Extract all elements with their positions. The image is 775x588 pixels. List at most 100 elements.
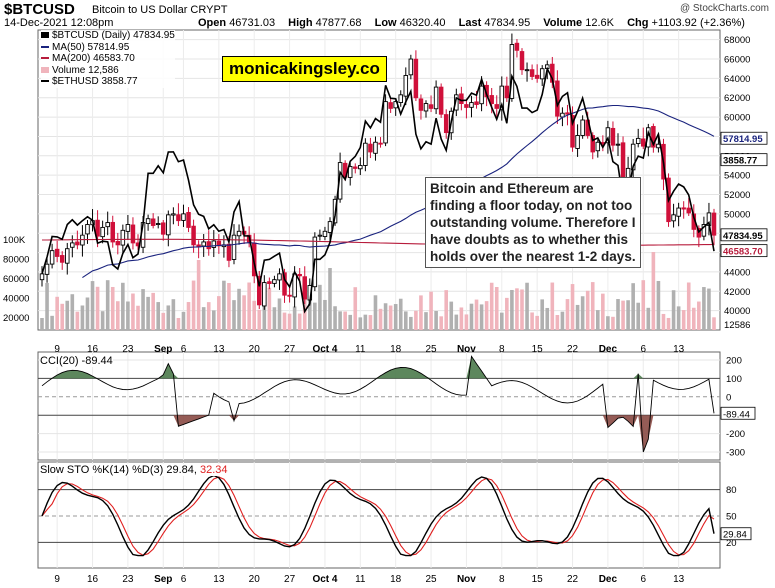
volume-bar	[479, 304, 484, 330]
volume-bar	[323, 299, 327, 330]
volume-bar	[530, 312, 534, 330]
x-tick-label: 6	[181, 574, 187, 585]
volume-bar	[565, 299, 570, 330]
cci-tick-label: 100	[726, 374, 742, 385]
watermark-banner: monicakingsley.co	[222, 56, 387, 82]
candle-body	[378, 142, 383, 145]
last-price-tag-text: 47834.95	[723, 231, 763, 242]
sto-tick-label: 20	[726, 538, 737, 549]
volume-bar	[621, 300, 625, 330]
candle-body	[413, 58, 419, 99]
x-tick-label: Dec	[599, 574, 618, 585]
candle-body	[469, 102, 474, 108]
volume-bar	[681, 310, 686, 330]
volume-bar	[459, 307, 464, 330]
candle-body	[317, 234, 323, 237]
volume-bar	[105, 280, 110, 330]
candle-body	[408, 58, 414, 76]
low-value: 46320.40	[399, 17, 446, 29]
sto-label: Slow STO %K(14) %D(3) 29.84, 32.34	[40, 464, 228, 476]
candle-body	[438, 86, 444, 115]
candle-body	[641, 138, 646, 147]
price-tick-label: 54000	[724, 171, 750, 182]
candle-body	[494, 104, 499, 109]
symbol-title: $BTCUSD	[4, 1, 75, 18]
volume-bar	[222, 280, 226, 330]
volume-bar	[353, 287, 358, 330]
volume-bar	[186, 302, 191, 330]
volume-bar	[505, 297, 509, 330]
x-tick-label: 13	[673, 344, 685, 355]
volume-bar	[661, 313, 666, 330]
candle-body	[570, 115, 575, 148]
volume-bar	[201, 307, 206, 330]
volume-bar	[146, 296, 150, 330]
volume-bar	[368, 315, 373, 330]
x-tick-label: 15	[532, 574, 544, 585]
volume-bar	[535, 315, 539, 330]
annotation-note: Bitcoin and Ethereum are finding a floor…	[425, 177, 641, 268]
volume-bar	[585, 290, 590, 330]
x-tick-label: 11	[355, 574, 366, 585]
x-tick-label: 16	[87, 574, 99, 585]
x-tick-label: 16	[87, 344, 99, 355]
volume-bar	[540, 299, 545, 330]
candle-body	[166, 214, 171, 236]
volume-bar	[50, 315, 54, 330]
x-tick-label: 20	[249, 574, 261, 585]
volume-bar	[70, 294, 75, 330]
candle-body	[181, 213, 186, 221]
candle-body	[322, 230, 328, 238]
volume-bar	[60, 303, 65, 330]
volume-bar	[686, 282, 691, 330]
volume-bar	[211, 310, 216, 330]
candle-body	[539, 68, 545, 80]
eth-price-tag: 3858.77	[720, 153, 768, 167]
ma50-line	[82, 104, 715, 279]
volume-bar	[247, 282, 251, 330]
cci-tick-label: 200	[726, 356, 742, 367]
ma50-price-tag-box	[720, 131, 768, 145]
ma200-price-tag-text: 46583.70	[723, 247, 763, 258]
volume-bar	[575, 304, 580, 330]
volume-bar	[55, 296, 59, 330]
volume-bar	[671, 290, 676, 330]
candle-body	[671, 214, 676, 222]
x-tick-label: 6	[181, 344, 187, 355]
volume-bar	[257, 309, 262, 330]
candle-body	[100, 226, 105, 238]
volume-bar	[707, 288, 711, 330]
volume-value-tag: 12586	[724, 320, 750, 331]
candle-body	[565, 112, 570, 115]
price-tick-label: 60000	[724, 113, 750, 124]
cci-value-box	[720, 406, 756, 420]
volume-bar	[333, 306, 337, 330]
x-tick-label: Nov	[457, 574, 476, 585]
volume-bar	[136, 305, 140, 330]
candle-body	[327, 221, 333, 233]
volume-bar	[626, 300, 630, 330]
volume-tick-label: 40000	[3, 294, 29, 305]
candle-body	[176, 214, 181, 222]
x-tick-label: 27	[284, 574, 296, 585]
candle-body	[337, 162, 343, 200]
volume-bar	[328, 268, 332, 330]
candle-body	[489, 95, 494, 104]
eth-price-tag-box	[720, 153, 768, 167]
candle-body	[211, 240, 217, 248]
legend-volume: Volume 12,586	[41, 65, 175, 77]
candle-body	[358, 165, 363, 170]
x-tick-label: Oct 4	[312, 574, 337, 585]
volume-bar	[641, 280, 646, 330]
volume-bar	[676, 306, 681, 330]
volume-tick-label: 100K	[3, 235, 26, 246]
x-tick-label: Sep	[154, 344, 172, 355]
volume-bar	[424, 312, 428, 330]
candle-body	[105, 222, 110, 228]
volume-bar	[151, 292, 155, 330]
candle-body	[155, 223, 161, 225]
volume-bar	[691, 307, 696, 330]
candle-body	[44, 263, 50, 275]
candle-body	[277, 273, 282, 281]
candle-body	[65, 248, 70, 264]
